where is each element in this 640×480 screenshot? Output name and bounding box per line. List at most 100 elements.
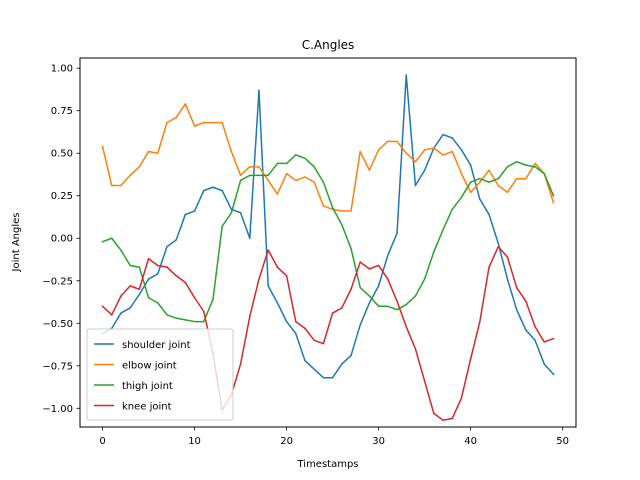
data-point — [469, 181, 472, 183]
data-point — [285, 162, 288, 165]
data-point — [166, 314, 168, 316]
data-point — [184, 213, 187, 216]
data-point — [525, 300, 527, 302]
data-point — [515, 286, 518, 289]
data-point — [138, 288, 141, 291]
data-point — [451, 208, 453, 211]
data-point — [534, 325, 536, 328]
data-point — [396, 300, 398, 302]
data-point — [350, 354, 352, 357]
legend-box — [86, 328, 234, 421]
x-tick-label: 10 — [188, 436, 201, 447]
data-point — [239, 174, 242, 177]
data-point — [387, 305, 389, 308]
data-point — [552, 194, 555, 197]
y-tick-label: 0.00 — [51, 234, 73, 245]
data-point — [359, 324, 361, 326]
data-point — [423, 380, 426, 382]
chart-title: C.Angles — [302, 38, 355, 52]
data-point — [175, 274, 177, 277]
data-point — [249, 174, 251, 177]
data-point — [451, 417, 453, 420]
data-point — [433, 251, 435, 253]
data-point — [295, 154, 297, 156]
data-point — [193, 320, 196, 323]
series-layer — [101, 74, 555, 421]
data-point — [534, 339, 536, 342]
x-axis-title: Timestamps — [296, 459, 358, 470]
data-point — [212, 121, 214, 124]
data-point — [414, 160, 417, 163]
data-point — [377, 285, 380, 287]
data-point — [405, 303, 407, 306]
data-point — [304, 327, 306, 330]
data-point — [350, 247, 352, 250]
data-point — [414, 295, 417, 297]
x-tick-label: 30 — [372, 436, 385, 447]
data-point — [221, 121, 223, 124]
data-point — [405, 74, 407, 76]
data-point — [322, 342, 325, 345]
data-point — [387, 254, 389, 256]
data-point — [488, 213, 490, 216]
data-point — [497, 177, 499, 180]
data-point — [341, 210, 343, 212]
series-line — [101, 246, 555, 421]
y-tick-label: −0.25 — [42, 276, 73, 287]
data-point — [147, 278, 150, 280]
data-point — [387, 140, 389, 143]
data-point — [304, 176, 306, 178]
data-point — [497, 184, 499, 187]
data-point — [166, 266, 168, 268]
data-point — [341, 363, 343, 365]
data-point — [405, 152, 407, 154]
data-point — [331, 376, 334, 379]
data-point — [184, 103, 187, 105]
data-point — [479, 181, 481, 183]
data-point — [295, 320, 297, 323]
data-point — [295, 179, 297, 182]
data-point — [552, 337, 555, 340]
y-tick-label: −1.00 — [42, 404, 73, 415]
data-point — [423, 149, 426, 151]
data-point — [157, 152, 159, 154]
data-point — [304, 157, 306, 160]
data-point — [230, 211, 233, 214]
data-point — [506, 166, 509, 168]
data-point — [497, 246, 499, 248]
data-point — [442, 133, 444, 136]
data-point — [249, 237, 251, 239]
data-point — [258, 89, 260, 92]
series-line — [101, 103, 555, 212]
x-tick-label: 20 — [280, 436, 293, 447]
data-point — [120, 184, 122, 187]
data-point — [442, 229, 444, 231]
data-point — [267, 174, 269, 177]
data-point — [525, 329, 527, 331]
y-tick-label: 0.25 — [51, 191, 73, 202]
data-point — [479, 177, 481, 180]
y-tick-label: 0.50 — [51, 149, 73, 160]
data-point — [111, 237, 113, 239]
data-point — [341, 307, 343, 309]
data-point — [534, 166, 536, 168]
plot-frame — [79, 57, 577, 428]
data-point — [396, 308, 398, 311]
data-point — [442, 154, 444, 156]
data-point — [175, 317, 177, 319]
data-point — [239, 179, 242, 182]
data-point — [129, 264, 131, 267]
data-point — [442, 419, 444, 421]
legend-label: knee joint — [122, 402, 172, 413]
data-point — [129, 174, 131, 177]
data-point — [433, 147, 435, 149]
data-point — [377, 264, 380, 267]
data-point — [230, 150, 233, 153]
legend: shoulder joint elbow joint thigh joint knee… — [86, 328, 234, 421]
data-point — [534, 162, 536, 165]
data-point — [267, 249, 269, 251]
legend-label: elbow joint — [122, 361, 177, 372]
y-tick-label: 1.00 — [51, 64, 73, 75]
data-point — [111, 184, 113, 187]
data-point — [368, 295, 371, 297]
